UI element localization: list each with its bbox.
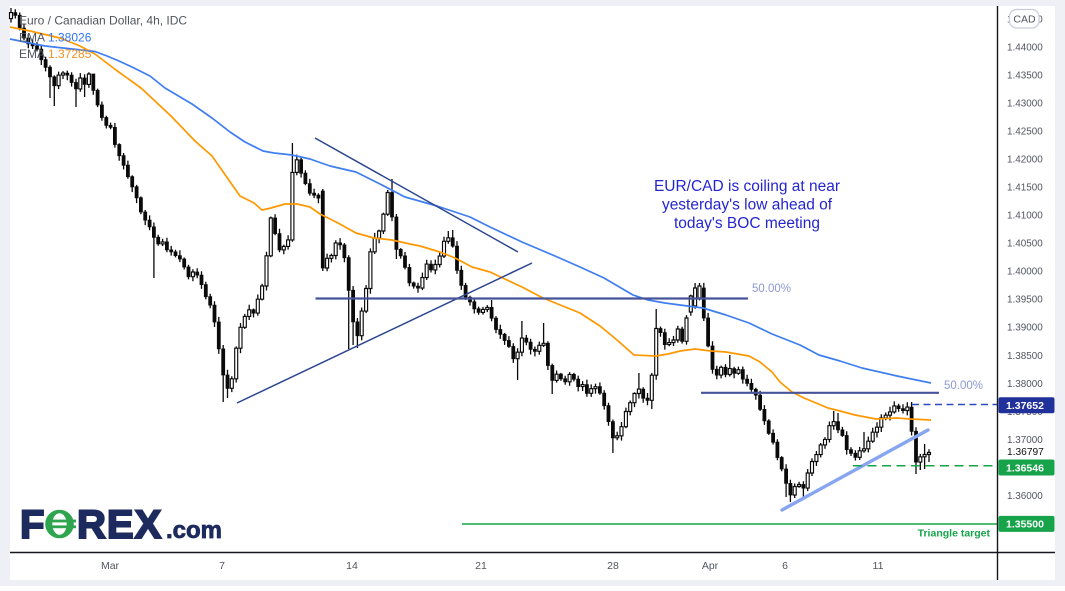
svg-text:1.37000: 1.37000 — [1007, 435, 1043, 446]
svg-text:Euro / Canadian Dollar, 4h, ID: Euro / Canadian Dollar, 4h, IDC — [19, 14, 187, 28]
svg-text:1.44000: 1.44000 — [1007, 42, 1043, 53]
svg-text:yesterday's low ahead of: yesterday's low ahead of — [662, 197, 833, 214]
svg-text:1.37285: 1.37285 — [48, 47, 92, 61]
svg-text:EMA: EMA — [19, 31, 45, 45]
svg-text:1.41500: 1.41500 — [1007, 183, 1043, 194]
svg-text:1.35500: 1.35500 — [1006, 519, 1044, 531]
svg-text:1.42000: 1.42000 — [1007, 155, 1043, 166]
svg-text:1.38500: 1.38500 — [1007, 351, 1043, 362]
svg-text:1.36546: 1.36546 — [1006, 462, 1044, 474]
svg-text:1.40000: 1.40000 — [1007, 267, 1043, 278]
svg-text:6: 6 — [782, 560, 788, 572]
svg-text:21: 21 — [475, 560, 487, 572]
svg-text:7: 7 — [219, 560, 225, 572]
svg-text:.com: .com — [166, 517, 222, 544]
svg-text:REX: REX — [77, 503, 162, 547]
svg-text:Apr: Apr — [702, 560, 719, 572]
svg-text:1.39500: 1.39500 — [1007, 295, 1043, 306]
svg-text:11: 11 — [873, 560, 884, 572]
svg-text:EUR/CAD is coiling at near: EUR/CAD is coiling at near — [654, 178, 840, 195]
svg-text:1.38000: 1.38000 — [1007, 379, 1043, 390]
svg-text:1.38026: 1.38026 — [48, 31, 92, 45]
svg-text:Mar: Mar — [101, 560, 120, 572]
svg-text:50.00%: 50.00% — [752, 283, 791, 295]
svg-text:1.36000: 1.36000 — [1007, 491, 1043, 502]
svg-text:1.39000: 1.39000 — [1007, 323, 1043, 334]
svg-text:1.41000: 1.41000 — [1007, 211, 1043, 222]
svg-text:1.36797: 1.36797 — [1007, 447, 1044, 458]
svg-text:50.00%: 50.00% — [944, 380, 983, 392]
svg-text:today's BOC meeting: today's BOC meeting — [674, 215, 820, 232]
svg-text:1.37652: 1.37652 — [1006, 400, 1044, 412]
svg-text:CAD: CAD — [1013, 14, 1036, 26]
svg-text:1.42500: 1.42500 — [1007, 126, 1043, 137]
svg-text:1.43500: 1.43500 — [1007, 70, 1043, 81]
svg-text:1.43000: 1.43000 — [1007, 98, 1043, 109]
svg-text:1.40500: 1.40500 — [1007, 239, 1043, 250]
svg-text:14: 14 — [346, 560, 358, 572]
svg-text:EMA: EMA — [19, 47, 45, 61]
svg-text:Triangle target: Triangle target — [918, 528, 991, 540]
svg-text:28: 28 — [607, 560, 619, 572]
svg-text:F: F — [20, 503, 44, 547]
